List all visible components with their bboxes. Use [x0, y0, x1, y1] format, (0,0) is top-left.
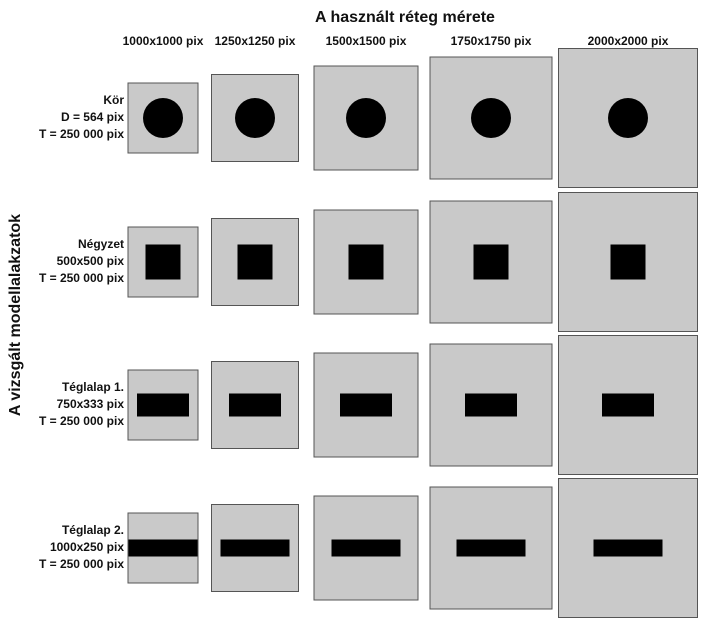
rect-shape — [456, 539, 526, 557]
row-label: T = 250 000 pix — [39, 271, 124, 285]
row-label: Téglalap 2. — [62, 523, 124, 537]
column-header: 1250x1250 pix — [215, 34, 296, 48]
row-label: T = 250 000 pix — [39, 557, 124, 571]
row-label: 500x500 pix — [57, 254, 125, 268]
row-label: 1000x250 pix — [50, 540, 124, 554]
rect-shape — [229, 393, 281, 417]
title: A használt réteg mérete — [315, 9, 495, 26]
circle-shape — [346, 98, 386, 138]
rect-shape — [145, 244, 181, 280]
rect-shape — [128, 539, 198, 557]
column-header: 1000x1000 pix — [123, 34, 204, 48]
column-header: 1500x1500 pix — [326, 34, 407, 48]
circle-shape — [235, 98, 275, 138]
rect-shape — [610, 244, 646, 280]
rect-shape — [220, 539, 290, 557]
row-label: T = 250 000 pix — [39, 414, 124, 428]
row-label: Négyzet — [78, 237, 124, 251]
circle-shape — [471, 98, 511, 138]
rect-shape — [137, 393, 189, 417]
rect-shape — [348, 244, 384, 280]
row-label: 750x333 pix — [57, 397, 125, 411]
rect-shape — [237, 244, 273, 280]
rect-shape — [602, 393, 654, 417]
row-label: Téglalap 1. — [62, 380, 124, 394]
rect-shape — [340, 393, 392, 417]
side-title: A vizsgált modellalakzatok — [7, 214, 24, 416]
rect-shape — [593, 539, 663, 557]
circle-shape — [608, 98, 648, 138]
rect-shape — [473, 244, 509, 280]
rect-shape — [331, 539, 401, 557]
layer-square — [429, 343, 553, 467]
circle-shape — [143, 98, 183, 138]
row-label: T = 250 000 pix — [39, 127, 124, 141]
rect-shape — [465, 393, 517, 417]
row-label: D = 564 pix — [61, 110, 124, 124]
column-header: 1750x1750 pix — [451, 34, 532, 48]
column-header: 2000x2000 pix — [588, 34, 669, 48]
row-label: Kör — [103, 93, 124, 107]
